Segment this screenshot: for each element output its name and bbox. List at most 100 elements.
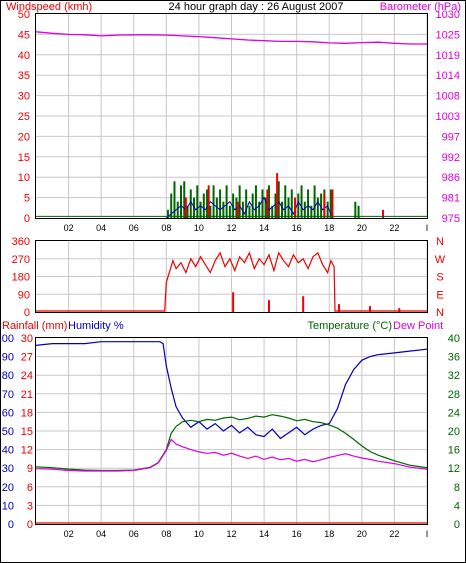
- humidity-tick-labels: 0 10 20 30 40 50 60 70 80 90 100: [0, 333, 14, 531]
- compass-label: E: [436, 289, 443, 301]
- dewpoint-axis-title: Dew Point: [393, 320, 443, 332]
- humidity-tick-label: 60: [2, 407, 14, 419]
- rainfall-tick-label: 0: [27, 519, 33, 531]
- hour-tick-label: 12: [226, 223, 236, 233]
- hour-tick-label: 18: [324, 223, 334, 233]
- dew-point-line: [35, 438, 428, 472]
- rainfall-tick-label: 30: [21, 333, 33, 345]
- wind-baro-plot-frame: [35, 13, 428, 219]
- humidity-tick-label: 50: [2, 426, 14, 438]
- hour-tick-label: 06: [129, 223, 139, 233]
- hour-tick-label: 08: [161, 223, 171, 233]
- humidity-tick-label: 10: [2, 500, 14, 512]
- rainfall-tick-label: 9: [27, 463, 33, 475]
- temp-humidity-panel: Rainfall (mm) Humidity % Temperature (°C…: [0, 320, 460, 539]
- rainfall-tick-label: 24: [21, 370, 33, 382]
- chart-title: 24 hour graph day : 26 August 2007: [169, 1, 344, 13]
- humidity-tick-label: 80: [2, 370, 14, 382]
- hour-tick-label: 12: [226, 529, 236, 539]
- direction-series: [36, 251, 427, 312]
- temperature-tick-label: 12: [448, 463, 460, 475]
- wind-direction-line: [36, 251, 427, 312]
- hour-tick-label: 20: [357, 223, 367, 233]
- windspeed-tick-label: 10: [18, 172, 30, 184]
- hour-tick-label: 22: [389, 223, 399, 233]
- wind-baro-series: [35, 31, 427, 219]
- barometer-tick-label: 992: [442, 152, 460, 164]
- barometer-tick-label: 1030: [436, 9, 460, 21]
- temperature-tick-label: 4: [454, 500, 460, 512]
- windspeed-tick-labels: 0 5 10 15 20 25 30 35 40 45 50: [18, 9, 30, 225]
- barometer-tick-label: 986: [442, 172, 460, 184]
- hour-tick-labels-top: 02 04 06 08 10 12 14 16 18 20 22 I: [64, 223, 429, 233]
- rainfall-tick-label: 12: [21, 445, 33, 457]
- barometer-tick-label: 1008: [436, 91, 460, 103]
- hour-tick-label: 18: [324, 529, 334, 539]
- temperature-tick-label: 16: [448, 445, 460, 457]
- hour-tick-label: 14: [259, 529, 269, 539]
- rainfall-tick-label: 18: [21, 407, 33, 419]
- temp-humidity-plot-frame: [35, 337, 428, 525]
- hour-tick-label: 02: [64, 223, 74, 233]
- temperature-tick-label: 32: [448, 370, 460, 382]
- humidity-tick-label: 40: [2, 445, 14, 457]
- humidity-axis-title: Humidity %: [68, 320, 124, 332]
- windspeed-line: [165, 196, 333, 219]
- compass-label: W: [435, 254, 446, 266]
- temperature-tick-label: 20: [448, 426, 460, 438]
- temp-humidity-gridlines: [36, 338, 428, 524]
- wind-baro-panel: Windspeed (kmh) 24 hour graph day : 26 A…: [6, 1, 461, 233]
- direction-degree-label: 270: [12, 254, 30, 266]
- hour-tick-label: I: [426, 223, 429, 233]
- barometer-tick-label: 1003: [436, 111, 460, 123]
- direction-plot-frame: [35, 240, 428, 313]
- compass-label: N: [436, 236, 444, 248]
- barometer-tick-labels: 975 981 986 992 997 1003 1008 1014 1019 1025 1030: [436, 9, 460, 225]
- windspeed-tick-label: 30: [18, 91, 30, 103]
- rainfall-tick-labels: 0 3 6 9 12 15 18 21 24 27 30: [21, 333, 33, 531]
- windspeed-tick-label: 5: [24, 193, 30, 205]
- barometer-tick-label: 1019: [436, 50, 460, 62]
- barometer-tick-label: 975: [442, 213, 460, 225]
- compass-label: N: [436, 307, 444, 319]
- windspeed-tick-label: 0: [24, 213, 30, 225]
- hour-tick-label: I: [426, 529, 429, 539]
- hour-tick-label: 04: [96, 529, 106, 539]
- humidity-tick-label: 100: [0, 333, 14, 345]
- rainfall-tick-label: 15: [21, 426, 33, 438]
- direction-degree-label: 180: [12, 272, 30, 284]
- temperature-axis-title: Temperature (°C): [308, 320, 392, 332]
- direction-degree-label: 0: [24, 307, 30, 319]
- windspeed-tick-label: 50: [18, 9, 30, 21]
- hour-tick-label: 08: [161, 529, 171, 539]
- hour-tick-label: 10: [194, 223, 204, 233]
- barometer-axis-title: Barometer (hPa): [380, 1, 461, 13]
- rainfall-axis-title: Rainfall (mm): [2, 320, 67, 332]
- temp-humidity-series: [35, 341, 428, 524]
- humidity-tick-label: 90: [2, 352, 14, 364]
- barometer-tick-label: 981: [442, 193, 460, 205]
- humidity-line: [35, 341, 428, 440]
- barometer-tick-label: 1014: [436, 70, 460, 82]
- windspeed-tick-label: 45: [18, 29, 30, 41]
- direction-degree-labels: 0 90 180 270 360: [12, 236, 30, 319]
- barometer-tick-label: 1025: [436, 29, 460, 41]
- windspeed-tick-label: 25: [18, 111, 30, 123]
- direction-degree-label: 90: [18, 289, 30, 301]
- temperature-tick-label: 40: [448, 333, 460, 345]
- windspeed-tick-label: 20: [18, 131, 30, 143]
- direction-degree-label: 360: [12, 236, 30, 248]
- windspeed-tick-label: 40: [18, 50, 30, 62]
- humidity-tick-label: 70: [2, 389, 14, 401]
- windspeed-tick-label: 35: [18, 70, 30, 82]
- humidity-tick-label: 20: [2, 482, 14, 494]
- barometer-line: [35, 31, 427, 45]
- hour-tick-label: 10: [194, 529, 204, 539]
- hour-tick-label: 16: [292, 529, 302, 539]
- wind-baro-gridlines: [36, 14, 428, 218]
- rainfall-tick-label: 21: [21, 389, 33, 401]
- temperature-tick-label: 0: [454, 519, 460, 531]
- hour-tick-label: 14: [259, 223, 269, 233]
